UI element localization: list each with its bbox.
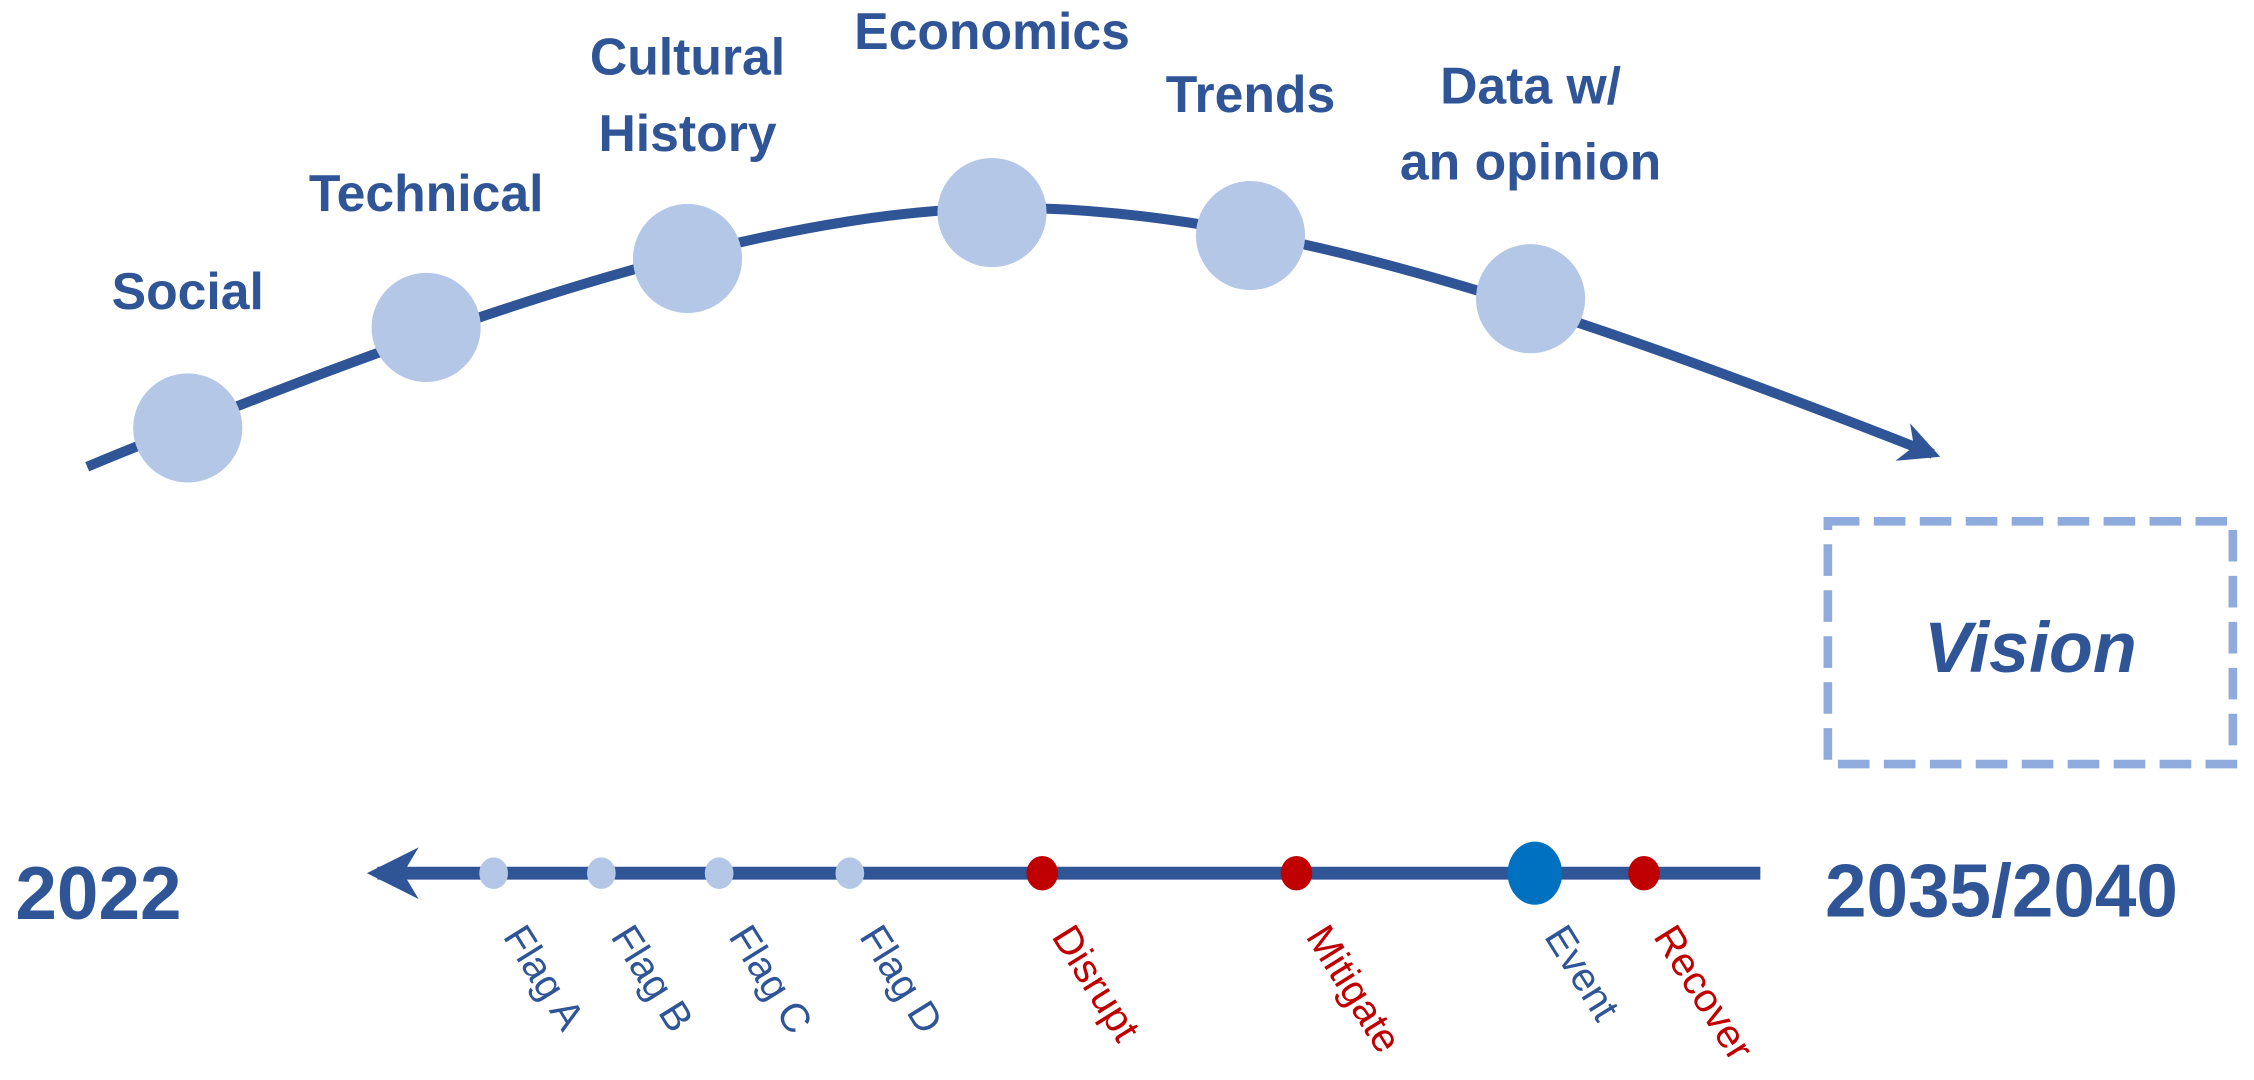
marker-label: Disrupt — [1043, 917, 1149, 1049]
node-label: Data w/an opinion — [1400, 56, 1661, 190]
timeline-marker — [1507, 841, 1563, 905]
node-label-line: Cultural — [590, 28, 785, 86]
marker-label: Event — [1536, 917, 1629, 1028]
timeline-marker — [835, 857, 865, 889]
timeline-marker — [704, 857, 734, 889]
node-label-line: Economics — [854, 2, 1130, 60]
marker-label: Recover — [1645, 917, 1762, 1068]
node-label-line: Data w/ — [1440, 56, 1621, 114]
timeline-marker — [587, 857, 616, 889]
arc-node — [632, 203, 743, 314]
node-label: Cultural History — [590, 28, 785, 162]
node-label: Trends — [1166, 65, 1335, 123]
node-label: Technical — [309, 164, 544, 222]
arc-node — [937, 157, 1047, 268]
node-label: Social — [112, 262, 264, 320]
arc-node — [371, 272, 481, 383]
marker-label: Flag B — [602, 917, 702, 1039]
vision-box — [1823, 517, 2238, 769]
node-label-line: Trends — [1166, 65, 1335, 123]
marker-label: Flag D — [851, 917, 952, 1041]
node-label-line: an opinion — [1400, 133, 1661, 191]
timeline-marker — [1628, 855, 1660, 891]
marker-label: Flag C — [720, 917, 821, 1041]
timeline-marker — [1026, 855, 1059, 891]
timeline-marker — [1280, 855, 1313, 891]
node-label-line: History — [598, 104, 776, 162]
node-label-line: Social — [112, 262, 264, 320]
node-label-line: Technical — [309, 164, 544, 222]
arc-node — [1195, 180, 1306, 291]
arc-node — [1475, 244, 1586, 354]
arc-node — [133, 373, 243, 483]
end-year: 2035/2040 — [1825, 848, 2178, 932]
vision-label: Vision — [1924, 608, 2137, 688]
start-year: 2022 — [15, 851, 181, 935]
marker-label: Flag A — [495, 917, 594, 1038]
timeline-marker — [479, 857, 509, 889]
marker-label: Mitigate — [1297, 917, 1410, 1060]
node-label: Economics — [854, 2, 1130, 60]
